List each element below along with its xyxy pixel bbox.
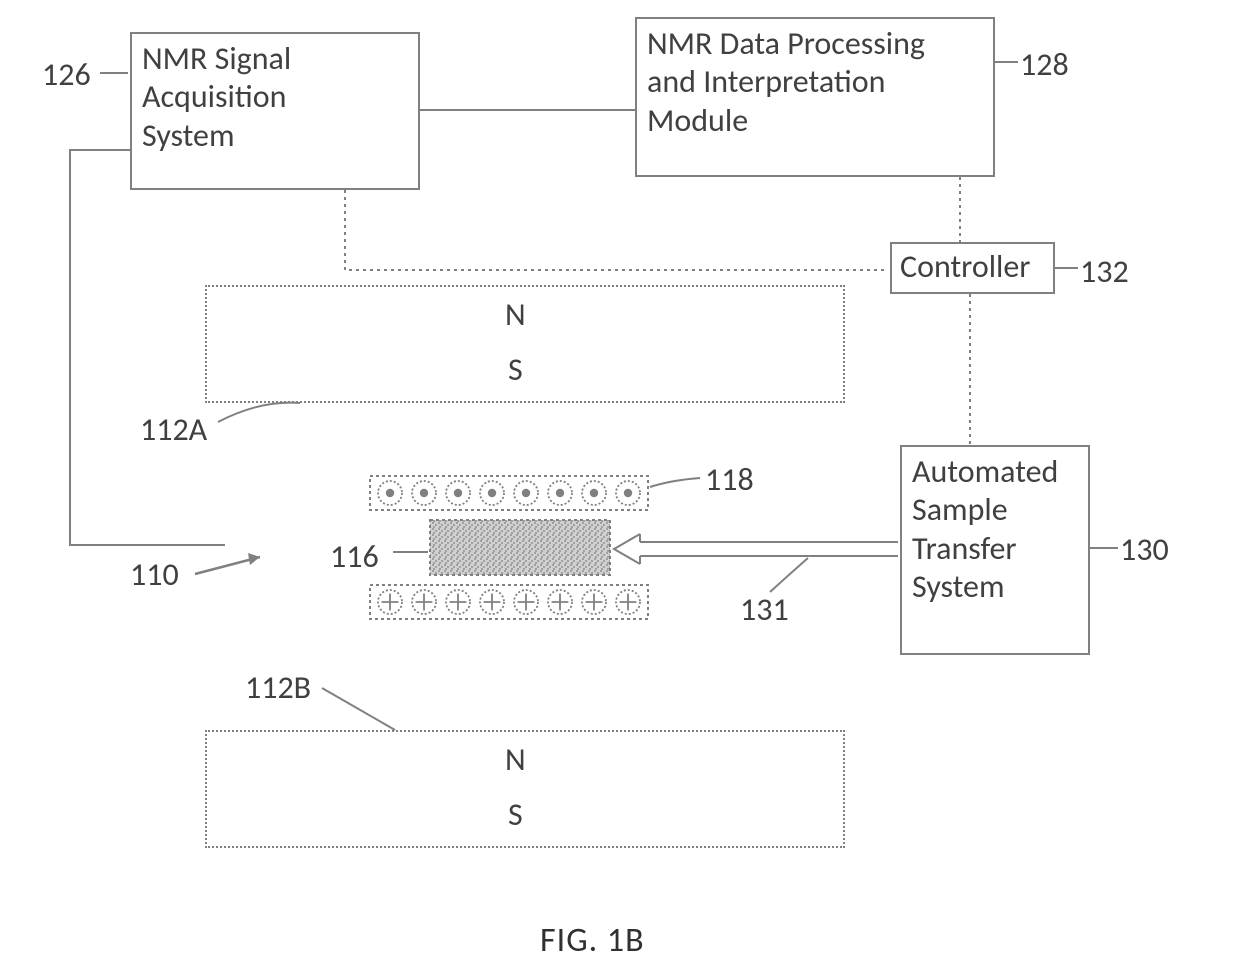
- arrow-110-head: [248, 553, 260, 565]
- coil-top-rect: [370, 476, 648, 510]
- conn-signal-left-down: [70, 150, 225, 545]
- nmr-signal-l1: NMR Signal: [142, 39, 291, 78]
- magnet-top-s: S: [508, 350, 523, 389]
- auto-l1: Automated: [912, 452, 1058, 491]
- coil-bottom-rect: [370, 585, 648, 619]
- nmr-signal-box: NMR Signal Acquisition System: [130, 32, 420, 190]
- automated-box: Automated Sample Transfer System: [900, 445, 1090, 655]
- coil-top-symbols: [378, 481, 640, 505]
- label-126: 126: [42, 55, 91, 94]
- conn-signal-magnet-controller: [345, 190, 888, 270]
- label-131: 131: [740, 590, 789, 629]
- magnet-bottom-s: S: [508, 795, 523, 834]
- leader-112b: [322, 688, 395, 730]
- coil-bottom-symbols: [378, 590, 640, 614]
- nmr-data-text: NMR Data Processing and Interpretation M…: [647, 25, 983, 140]
- auto-l4: System: [912, 567, 1005, 606]
- leader-112a: [218, 403, 300, 422]
- auto-l3: Transfer: [912, 529, 1017, 568]
- nmr-signal-text: NMR Signal Acquisition System: [142, 40, 408, 155]
- controller-text: Controller: [900, 247, 1030, 286]
- nmr-data-l1: NMR Data Processing: [647, 24, 925, 63]
- nmr-signal-l2: Acquisition: [142, 77, 286, 116]
- label-118: 118: [705, 460, 754, 499]
- nmr-data-l3: Module: [647, 101, 748, 140]
- label-112b: 112B: [245, 668, 311, 707]
- nmr-data-l2: and Interpretation: [647, 62, 885, 101]
- label-116: 116: [330, 537, 379, 576]
- controller-box: Controller: [890, 242, 1055, 294]
- label-132: 132: [1080, 252, 1129, 291]
- automated-text: Automated Sample Transfer System: [912, 453, 1078, 607]
- auto-l2: Sample: [912, 490, 1008, 529]
- leader-118: [650, 478, 700, 487]
- nmr-signal-l3: System: [142, 116, 235, 155]
- figure-caption: FIG. 1B: [540, 920, 645, 961]
- label-130: 130: [1120, 530, 1169, 569]
- magnet-bottom-n: N: [505, 740, 526, 779]
- magnet-top-n: N: [505, 295, 526, 334]
- arrow-110-line: [195, 557, 260, 574]
- nmr-data-box: NMR Data Processing and Interpretation M…: [635, 17, 995, 177]
- sample-transfer-arrow: [614, 534, 898, 564]
- sample-block: [430, 520, 610, 575]
- leader-131: [770, 558, 808, 592]
- label-128: 128: [1020, 45, 1069, 84]
- label-110: 110: [130, 555, 179, 594]
- label-112a: 112A: [140, 410, 207, 449]
